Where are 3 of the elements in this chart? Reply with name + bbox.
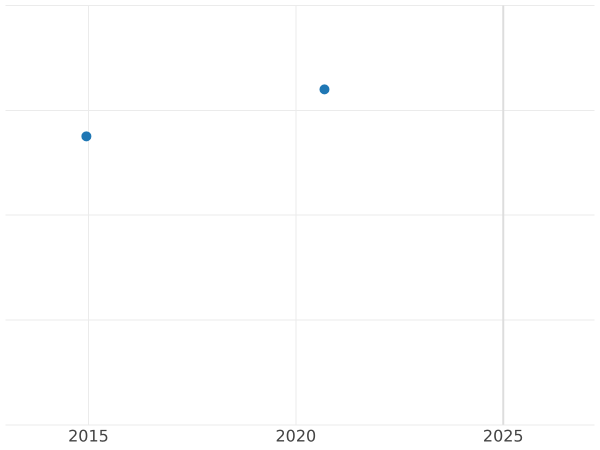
x-tick-label: 2025 [482,426,524,446]
x-tick-label: 2015 [68,426,109,446]
x-tick-label: 2020 [275,426,316,446]
